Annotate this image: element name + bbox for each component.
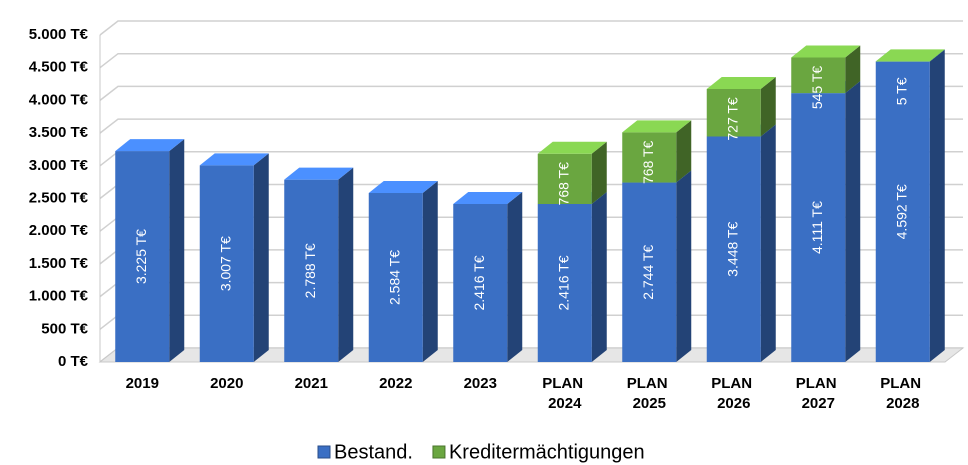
bar-side [422,181,438,362]
x-tick-line: 2025 [633,395,666,412]
x-tick-line: PLAN [880,375,925,392]
bar [875,61,930,363]
bar [453,203,508,362]
bar [368,193,423,362]
y-tick-label: 5.000 T€ [29,26,89,43]
x-tick-label: 2020 [210,375,243,392]
bar-top [115,139,185,152]
bar [622,182,677,362]
bar-top [791,45,861,58]
bar [791,93,846,363]
y-tick-label: 1.500 T€ [29,255,89,272]
bar-top [368,181,438,194]
value-label: 4.111 T€ [809,201,825,254]
bar [537,203,592,362]
value-label: 2.416 T€ [471,255,487,310]
bar-side [591,141,607,204]
bar-side [169,139,185,362]
y-tick-label: 0 T€ [58,353,89,370]
grid-line [99,20,963,36]
value-label: 2.788 T€ [302,243,318,298]
bar [622,132,677,183]
bar-side [253,153,269,362]
x-tick-label: 2023 [464,375,497,392]
x-tick-label: PLAN 2027 [796,375,841,412]
x-tick-line: 2024 [548,395,582,412]
bar-top [537,141,607,154]
y-tick-label: 3.000 T€ [29,157,89,174]
grid-line [99,85,963,101]
value-label: 2.584 T€ [386,250,402,305]
bar-side [760,76,776,137]
x-tick-label: PLAN 2026 [711,375,756,412]
bar-side [845,45,861,94]
bar [284,179,339,362]
bar-top [284,167,354,180]
bar-top [622,120,692,133]
bar-side [507,191,523,362]
bar-side [929,49,945,363]
x-tick-label: PLAN 2025 [627,375,672,412]
value-label: 2.416 T€ [555,255,571,310]
x-tick-line: PLAN [627,375,672,392]
value-label: 4.592 T€ [893,184,909,239]
x-tick-line: PLAN [796,375,841,392]
bar-top [199,153,269,166]
bar [115,151,170,362]
x-tick-line: PLAN [711,375,756,392]
grid-line [99,118,963,134]
value-label: 3.448 T€ [724,222,740,277]
y-tick-label: 4.500 T€ [29,59,89,76]
x-tick-label: PLAN 2028 [880,375,925,412]
x-tick-label: 2022 [379,375,412,392]
bar-side [929,49,945,62]
x-tick-line: 2026 [717,395,750,412]
x-tick-label: 2021 [295,375,328,392]
value-label: 5 T€ [893,77,909,105]
value-label: 768 T€ [640,140,656,184]
value-label: 545 T€ [809,66,825,110]
bar-side [676,120,692,183]
legend-label: Bestand. [334,441,413,463]
x-tick-line: 2028 [886,395,919,412]
bar-top [706,76,776,89]
value-label: 727 T€ [724,97,740,141]
value-label: 3.007 T€ [217,236,233,291]
bar [199,165,254,362]
y-tick-label: 2.000 T€ [29,222,89,239]
value-label: 3.225 T€ [133,229,149,284]
x-tick-label: 2019 [126,375,159,392]
grid-line [99,52,963,69]
bar [537,153,592,204]
bar-top [453,191,523,204]
bar [706,136,761,362]
value-label: 768 T€ [555,162,571,206]
y-tick-label: 4.000 T€ [29,91,89,108]
bar-side [760,124,776,363]
bar-side [845,81,861,363]
y-tick-label: 500 T€ [41,320,88,337]
x-tick-line: PLAN [542,375,587,392]
legend-swatch [432,445,446,459]
bar-side [591,191,607,362]
value-label: 2.744 T€ [640,245,656,300]
x-tick-line: 2027 [802,395,835,412]
bar-top [875,49,945,62]
bar [791,57,846,94]
x-tick-label: PLAN 2024 [542,375,587,412]
legend-label: Kreditermächtigungen [449,441,645,463]
bar-side [338,167,354,362]
y-tick-label: 3.500 T€ [29,124,89,141]
legend-swatch [317,445,331,459]
bar [706,88,761,137]
bar-side [676,170,692,362]
y-tick-label: 2.500 T€ [29,189,89,206]
y-tick-label: 1.000 T€ [29,288,89,305]
